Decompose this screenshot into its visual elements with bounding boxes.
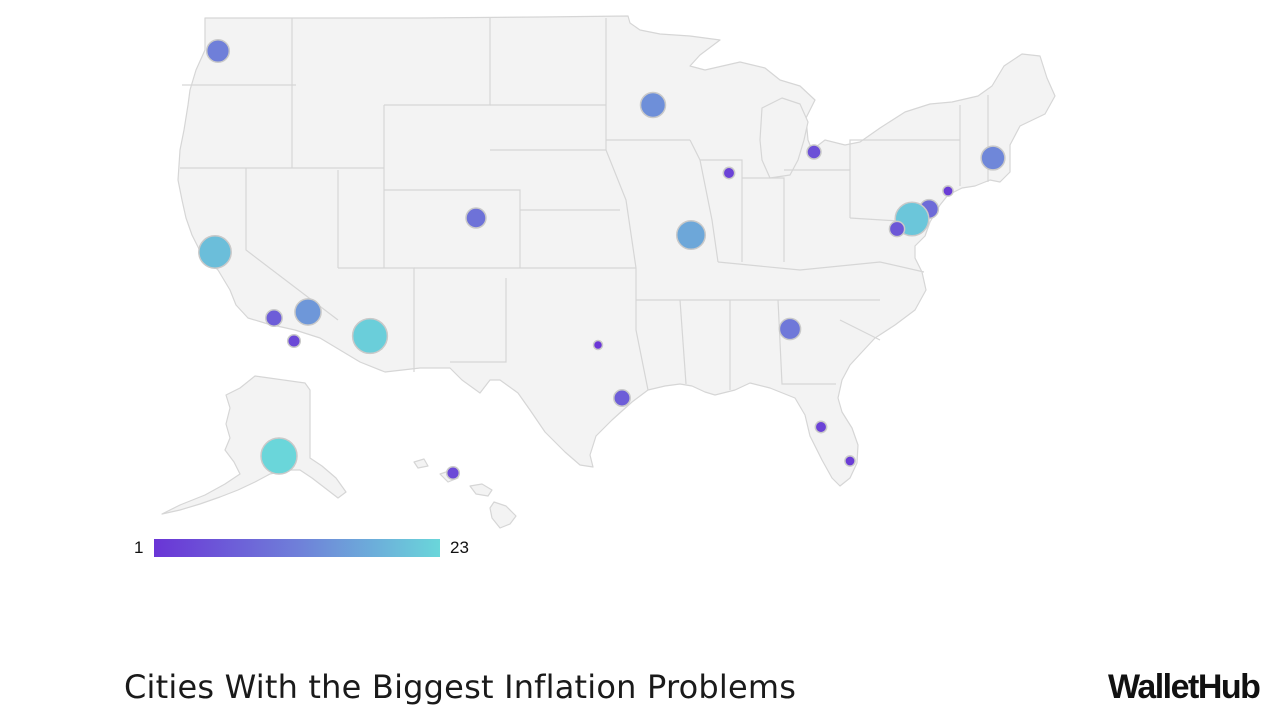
city-bubble-detroit[interactable]	[806, 144, 822, 160]
city-bubble-denver[interactable]	[465, 207, 487, 229]
city-bubble-new-york[interactable]	[942, 185, 954, 197]
city-bubble-chicago[interactable]	[722, 166, 736, 180]
city-bubble-st-louis[interactable]	[675, 219, 707, 251]
alaska-shape	[161, 375, 347, 515]
city-bubble-urban-hawaii[interactable]	[445, 465, 461, 481]
city-bubble-dallas[interactable]	[592, 339, 604, 351]
city-bubble-washington[interactable]	[888, 220, 906, 238]
wallethub-logo[interactable]: WalletHub	[1108, 668, 1261, 706]
hawaii-maui-shape	[469, 483, 493, 497]
contiguous-us-shape	[177, 15, 1056, 487]
city-bubble-minneapolis[interactable]	[639, 91, 667, 119]
city-bubble-boston[interactable]	[980, 145, 1006, 171]
city-bubble-san-francisco[interactable]	[198, 235, 232, 269]
city-bubble-anchorage[interactable]	[260, 437, 298, 475]
legend-max-label: 23	[450, 538, 469, 557]
hawaii-big-island-shape	[489, 501, 517, 529]
page-title: Cities With the Biggest Inflation Proble…	[124, 668, 797, 706]
city-bubble-tampa[interactable]	[814, 420, 828, 434]
city-bubbles	[198, 38, 1006, 481]
city-bubble-phoenix[interactable]	[351, 317, 389, 355]
city-bubble-san-diego[interactable]	[286, 333, 302, 349]
city-bubble-miami[interactable]	[844, 455, 856, 467]
legend-gradient-bar	[154, 539, 440, 557]
legend-min-label: 1	[134, 538, 144, 557]
city-bubble-riverside[interactable]	[294, 298, 322, 326]
state-borders	[180, 18, 989, 391]
city-bubble-houston[interactable]	[613, 389, 631, 407]
michigan-shape	[759, 97, 809, 179]
hawaii-kauai-shape	[413, 458, 429, 469]
city-bubble-atlanta[interactable]	[778, 317, 802, 341]
city-bubble-seattle[interactable]	[205, 38, 231, 64]
map-land	[161, 15, 1056, 529]
city-bubble-los-angeles[interactable]	[265, 309, 283, 327]
